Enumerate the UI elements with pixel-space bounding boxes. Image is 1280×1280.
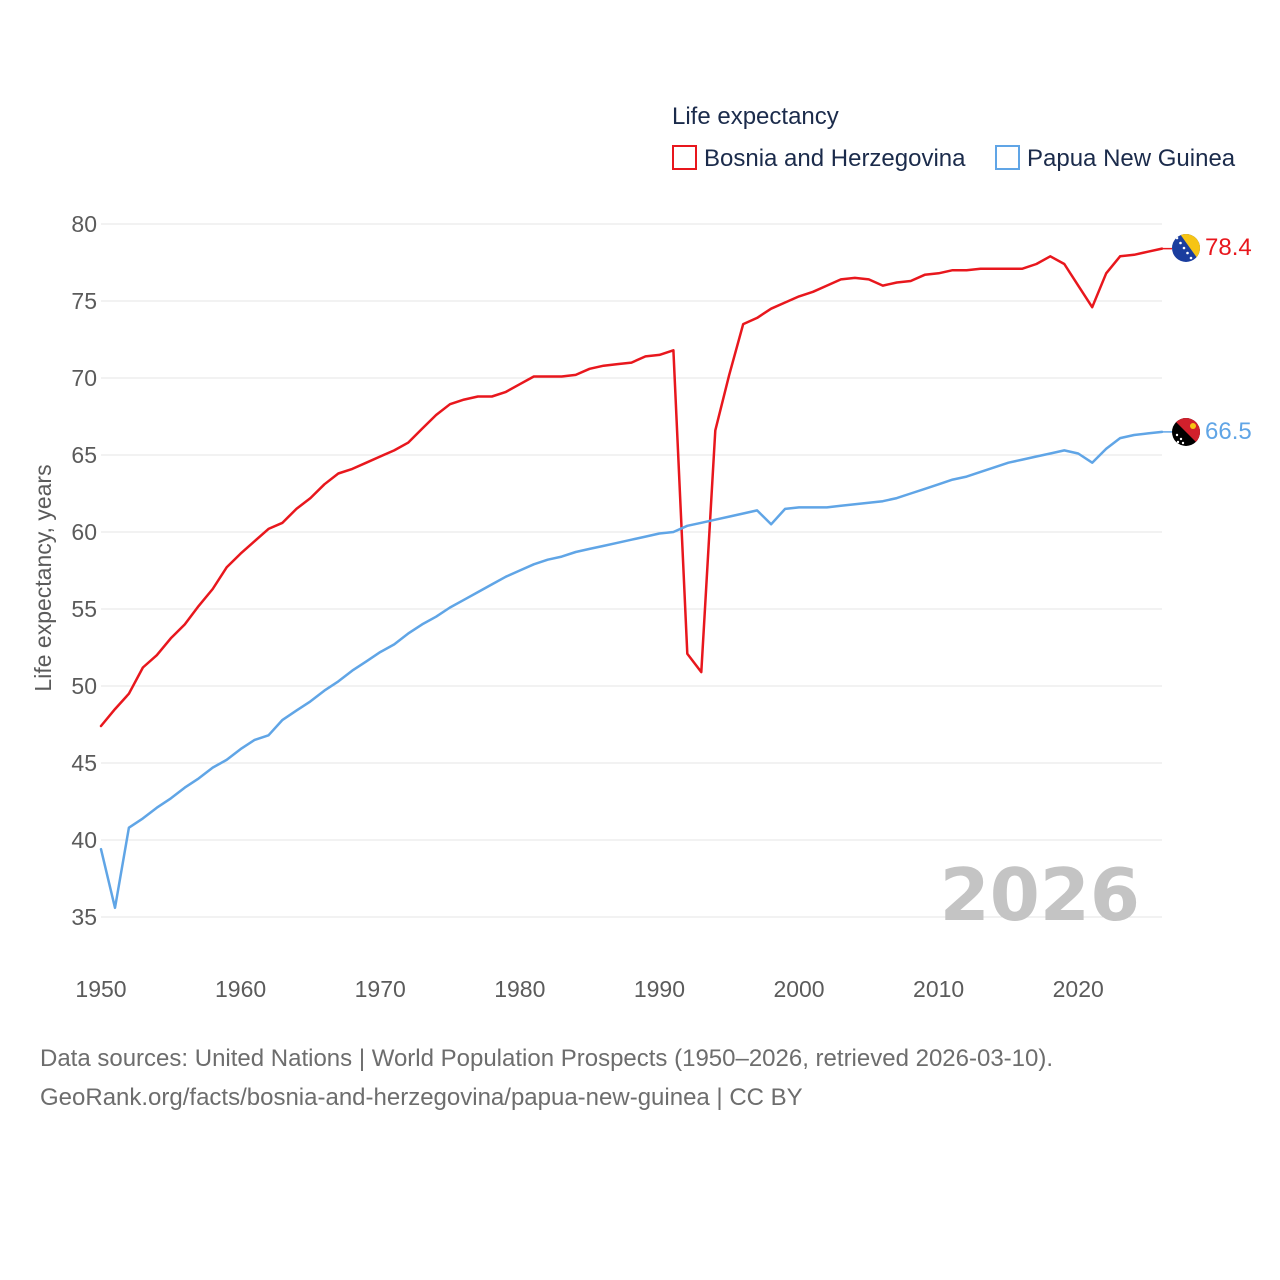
y-tick-label: 60 <box>71 519 97 545</box>
x-tick-label: 2020 <box>1053 976 1104 1002</box>
legend-swatch-papua[interactable] <box>995 145 1020 170</box>
legend-swatch-bosnia[interactable] <box>672 145 697 170</box>
series-line-papua[interactable] <box>99 430 1164 910</box>
bosnia-flag-icon <box>1172 234 1200 262</box>
y-tick-label: 70 <box>71 365 97 391</box>
y-tick-label: 45 <box>71 750 97 776</box>
y-axis-ticks: 35 40 45 50 55 60 65 70 75 80 <box>71 211 97 930</box>
y-tick-label: 40 <box>71 827 97 853</box>
x-tick-label: 2010 <box>913 976 964 1002</box>
legend: Life expectancy Bosnia and Herzegovina P… <box>672 103 1236 172</box>
year-watermark: 2026 <box>940 853 1140 937</box>
source-note: Data sources: United Nations | World Pop… <box>40 1045 1054 1072</box>
x-tick-label: 1960 <box>215 976 266 1002</box>
gridlines <box>101 223 1162 918</box>
x-tick-label: 1950 <box>75 976 126 1002</box>
end-markers: 78.4 66.5 <box>1172 234 1252 446</box>
y-tick-label: 65 <box>71 442 97 468</box>
legend-label-papua[interactable]: Papua New Guinea <box>1027 145 1236 172</box>
end-label-bosnia: 78.4 <box>1205 234 1252 261</box>
source-link[interactable]: GeoRank.org/facts/bosnia-and-herzegovina… <box>40 1084 803 1111</box>
y-tick-label: 50 <box>71 673 97 699</box>
x-tick-label: 2000 <box>773 976 824 1002</box>
y-tick-label: 55 <box>71 596 97 622</box>
legend-title: Life expectancy <box>672 103 839 130</box>
x-tick-label: 1990 <box>634 976 685 1002</box>
end-label-papua: 66.5 <box>1205 418 1252 445</box>
series-line-bosnia[interactable] <box>99 247 1164 728</box>
y-tick-label: 80 <box>71 211 97 237</box>
papua-new-guinea-flag-icon <box>1172 418 1200 446</box>
x-tick-label: 1970 <box>355 976 406 1002</box>
y-axis-label: Life expectancy, years <box>30 464 56 691</box>
series-lines <box>99 247 1172 910</box>
y-tick-label: 35 <box>71 904 97 930</box>
x-axis-ticks: 1950 1960 1970 1980 1990 2000 2010 2020 <box>75 976 1103 1002</box>
x-tick-label: 1980 <box>494 976 545 1002</box>
y-tick-label: 75 <box>71 288 97 314</box>
legend-label-bosnia[interactable]: Bosnia and Herzegovina <box>704 145 966 172</box>
